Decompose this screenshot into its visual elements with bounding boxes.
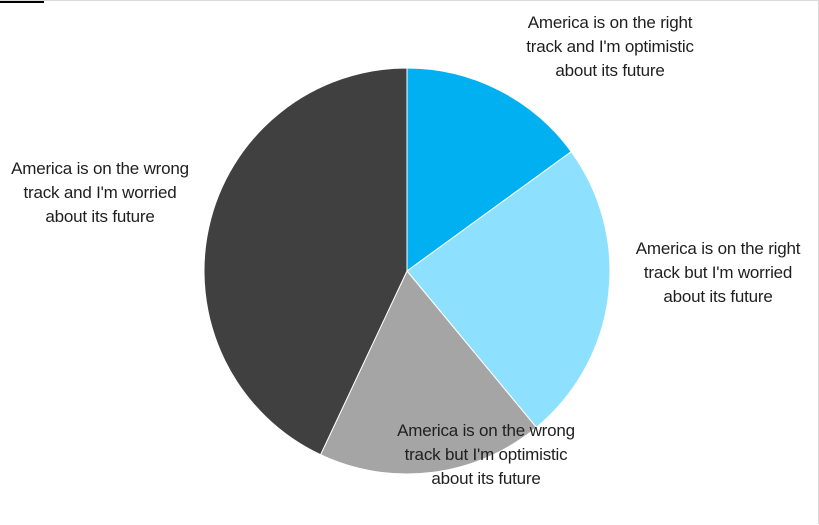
slice-label-right-track-worried: America is on the right track but I'm wo… — [635, 239, 801, 306]
slice-wrong-track-worried — [203, 67, 408, 456]
slice-right-track-optimistic — [406, 67, 572, 272]
slice-label-wrong-track-worried: America is on the wrong track and I'm wo… — [11, 159, 189, 226]
corner-mark — [0, 1, 44, 3]
slice-right-track-worried — [406, 150, 611, 429]
slice-wrong-track-optimistic — [319, 270, 538, 475]
slice-label-wrong-track-optimistic: America is on the wrong track but I'm op… — [397, 421, 575, 488]
pie-slices — [203, 67, 611, 475]
slice-label-right-track-optimistic: America is on the right track and I'm op… — [526, 13, 694, 80]
